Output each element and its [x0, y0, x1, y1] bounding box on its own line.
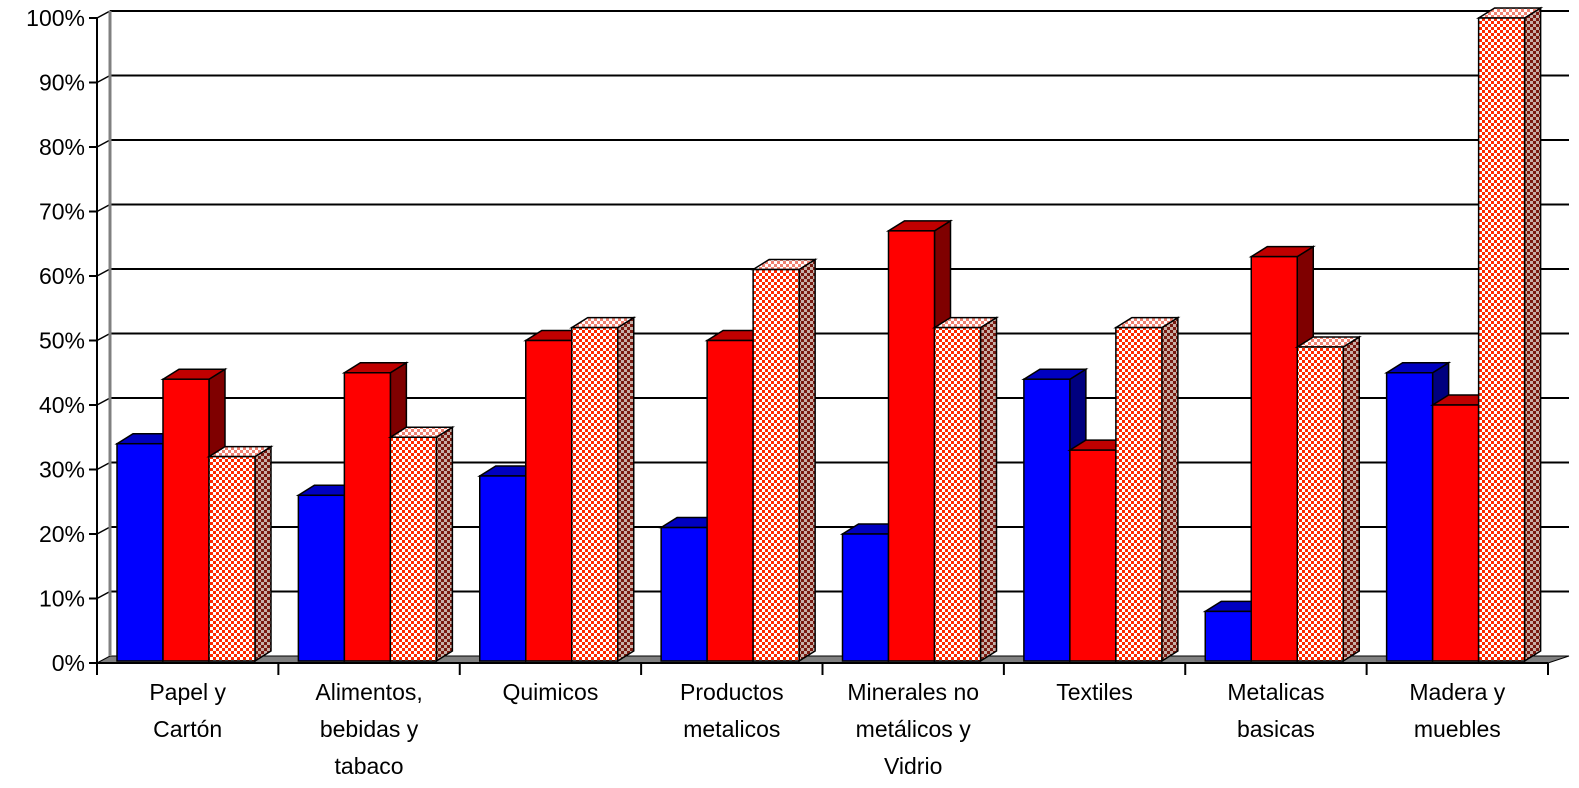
gridline-depth: [96, 461, 111, 471]
bar: [887, 230, 936, 662]
gridline-depth: [96, 332, 111, 342]
x-tick-label-line: muebles: [1414, 716, 1501, 742]
bar: [1204, 610, 1252, 662]
y-tick-label: 50%: [39, 328, 85, 354]
bar: [752, 268, 800, 662]
x-tick-label: Madera y muebles: [1409, 679, 1505, 742]
bar: [479, 475, 527, 662]
x-tick-label-line: Minerales no: [847, 679, 979, 705]
x-tick-label-line: Metalicas: [1227, 679, 1324, 705]
bar-side: [979, 316, 998, 663]
x-tick-label-line: Papel y: [149, 679, 226, 705]
x-tick-label: Papel y Cartón: [149, 679, 226, 742]
bar: [1023, 378, 1071, 662]
y-tick-label: 60%: [39, 263, 85, 289]
x-tick-label-line: bebidas y: [320, 716, 419, 742]
bar: [841, 533, 890, 662]
gridline-depth: [96, 397, 111, 406]
bar: [297, 494, 346, 662]
x-tick-labels: Papel y Cartón Alimentos, bebidas y tabaco Qu…: [149, 679, 1505, 779]
y-tick-label: 30%: [39, 457, 85, 483]
bar: [116, 442, 164, 662]
gridline-depth: [96, 526, 111, 535]
bar: [571, 326, 619, 662]
x-tick-label: Minerales no metálicos y Vidrio: [847, 679, 979, 779]
bar: [1296, 346, 1344, 662]
y-tick-label: 90%: [39, 70, 85, 96]
bar: [1250, 255, 1298, 662]
bar-side: [1342, 335, 1360, 663]
x-tick-label-line: Madera y: [1409, 679, 1505, 705]
x-tick-label: Textiles: [1056, 679, 1133, 705]
bar: [1115, 326, 1163, 662]
bar-side: [1523, 6, 1542, 663]
bar-side: [798, 258, 816, 663]
x-tick-label: Metalicas basicas: [1227, 679, 1324, 742]
x-tick-label-line: basicas: [1237, 716, 1315, 742]
x-tick-label-line: Productos: [680, 679, 784, 705]
gridline-depth: [96, 268, 111, 277]
bar: [389, 436, 438, 662]
gridline-depth: [96, 139, 111, 148]
bar-side: [1161, 316, 1179, 663]
gridline-depth: [96, 590, 111, 600]
gridline-depth: [96, 10, 111, 19]
bar: [706, 339, 754, 662]
x-tick-label: Quimicos: [503, 679, 599, 705]
x-tick-label-line: metálicos y: [856, 716, 972, 742]
y-tick-labels: 0% 10% 20% 30% 40% 50% 60% 70% 80% 90% 100%: [26, 5, 85, 676]
bar: [525, 339, 573, 662]
bar: [1431, 404, 1480, 662]
x-tick-label-line: tabaco: [335, 753, 404, 779]
bars: [114, 6, 1544, 663]
y-tick-label: 0%: [52, 650, 85, 676]
bar: [1477, 17, 1526, 662]
x-tick-label-line: metalicos: [683, 716, 780, 742]
bar: [660, 526, 708, 662]
y-tick-label: 80%: [39, 134, 85, 160]
y-tick-label: 70%: [39, 199, 85, 225]
x-tick-label-line: Vidrio: [884, 753, 942, 779]
x-tick-label: Productos metalicos: [680, 679, 784, 742]
x-tick-label: Alimentos, bebidas y tabaco: [315, 679, 422, 779]
bar-side: [435, 425, 454, 663]
bar: [1069, 449, 1117, 662]
y-tick-label: 100%: [26, 5, 85, 31]
bar: [208, 455, 256, 662]
bar: [1385, 372, 1434, 662]
bar: [343, 372, 392, 662]
bar: [162, 378, 210, 662]
gridline-depth: [96, 74, 111, 84]
y-tick-label: 10%: [39, 586, 85, 612]
bar-side: [617, 316, 635, 663]
bar: [933, 326, 982, 662]
bar-side: [254, 445, 272, 663]
x-tick-label-line: Alimentos,: [315, 679, 422, 705]
y-tick-label: 40%: [39, 392, 85, 418]
gridline-depth: [96, 203, 111, 213]
x-tick-label-line: Quimicos: [503, 679, 599, 705]
y-tick-label: 20%: [39, 521, 85, 547]
axes: [89, 11, 1570, 675]
x-tick-label-line: Cartón: [153, 716, 222, 742]
x-tick-label-line: Textiles: [1056, 679, 1133, 705]
